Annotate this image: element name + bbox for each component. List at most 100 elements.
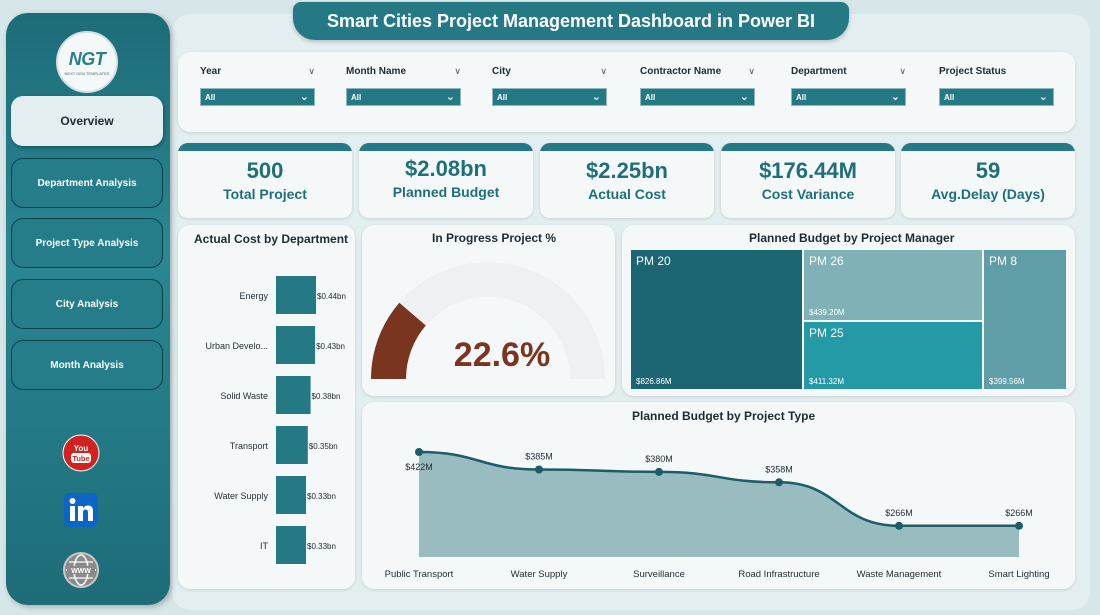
gauge-value: 22.6% (454, 336, 550, 374)
area-value-label: $380M (645, 454, 673, 464)
filter-dropdown[interactable]: All ⌄ (939, 88, 1054, 106)
bar-category-label: Energy (239, 291, 268, 301)
bar[interactable] (276, 526, 306, 564)
kpi-value: 59 (975, 158, 1001, 183)
filter-dropdown[interactable]: All ⌄ (200, 88, 315, 106)
area-category-label: Road Infrastructure (738, 569, 819, 580)
bar[interactable] (276, 476, 306, 514)
chevron-down-icon[interactable]: ∨ (899, 66, 906, 76)
chevron-down-icon[interactable]: ∨ (600, 66, 607, 76)
filter-label: City (492, 66, 511, 77)
kpi-accent-bar (359, 143, 533, 151)
filter-value: All (497, 93, 508, 102)
treemap-cell[interactable]: PM 25 $411.32M (803, 321, 983, 390)
kpi-value: $2.08bn (405, 156, 487, 181)
dashboard-title: Smart Cities Project Management Dashboar… (293, 2, 849, 40)
area-value-label: $385M (525, 452, 553, 462)
filter-value: All (351, 93, 362, 102)
area-point[interactable] (775, 478, 783, 487)
kpi-accent-bar (178, 143, 352, 151)
globe-icon-text: WWW (71, 568, 91, 575)
nav-overview[interactable]: Overview (11, 96, 163, 146)
department-cost-panel: Actual Cost by Department Energy $0.44bn U… (178, 225, 355, 589)
treemap-cell[interactable]: PM 20 $826.86M (630, 249, 803, 390)
bar-category-label: Solid Waste (220, 391, 268, 401)
treemap-cell-name: PM 8 (989, 254, 1018, 268)
kpi-label: Cost Variance (761, 186, 855, 202)
filter-label: Project Status (939, 66, 1007, 77)
bar-category-label: Transport (230, 441, 269, 451)
area-value-label: $358M (765, 464, 793, 474)
filter-value: All (944, 93, 955, 102)
kpi-label: Planned Budget (392, 184, 500, 200)
area-point[interactable] (535, 465, 543, 474)
kpi-value: $176.44M (759, 158, 857, 183)
bar-value-label: $0.33bn (307, 492, 336, 501)
filter-panel (178, 52, 1075, 132)
bar-value-label: $0.35bn (309, 442, 338, 451)
area-point[interactable] (1015, 521, 1023, 530)
kpi-actual-cost: $2.25bn Actual Cost (540, 143, 714, 218)
filter-dropdown[interactable]: All ⌄ (640, 88, 755, 106)
bar[interactable] (276, 426, 308, 464)
treemap-cell-value: $439.20M (809, 308, 845, 317)
sidebar: NGT NEXT GEN TEMPLATES Overview Departme… (6, 13, 170, 605)
filter-dropdown[interactable]: All ⌄ (346, 88, 461, 106)
area-category-label: Smart Lighting (988, 569, 1049, 580)
bar-value-label: $0.38bn (312, 392, 341, 401)
kpi-total-project: 500 Total Project (178, 143, 352, 218)
chevron-down-icon[interactable]: ∨ (748, 66, 755, 76)
project-type-area-chart: $422M Public Transport $385M Water Supply $3… (385, 448, 1050, 580)
filter-contractor-name: Contractor Name ∨ All ⌄ (640, 66, 755, 106)
treemap-cell-value: $826.86M (636, 377, 672, 386)
dropdown-arrow-icon: ⌄ (890, 91, 900, 103)
youtube-icon[interactable]: You Tube (62, 434, 100, 472)
chevron-down-icon[interactable]: ∨ (454, 66, 461, 76)
nav-city-analysis[interactable]: City Analysis (11, 279, 163, 329)
chevron-down-icon[interactable]: ∨ (308, 66, 315, 76)
area-point[interactable] (655, 467, 663, 476)
bar[interactable] (276, 276, 316, 314)
filter-label: Year (200, 66, 222, 77)
in-progress-gauge: 22.6% (371, 262, 605, 379)
nav-month-analysis[interactable]: Month Analysis (11, 340, 163, 390)
treemap-cell[interactable]: PM 8 $399.56M (983, 249, 1067, 390)
kpi-planned-budget: $2.08bn Planned Budget (359, 143, 533, 218)
filter-value: All (645, 93, 656, 102)
filter-label: Department (791, 66, 847, 77)
area-point[interactable] (895, 521, 903, 530)
kpi-value: 500 (246, 158, 284, 183)
treemap-cell[interactable]: PM 26 $439.20M (803, 249, 983, 321)
kpi-label: Total Project (223, 186, 307, 202)
kpi-avg-delay: 59 Avg.Delay (Days) (901, 143, 1075, 218)
area-fill (419, 452, 1019, 557)
kpi-cost-variance: $176.44M Cost Variance (721, 143, 895, 218)
filter-dropdown[interactable]: All ⌄ (492, 88, 607, 106)
project-type-panel: Planned Budget by Project Type $422M Publ… (362, 402, 1075, 589)
chart-title: Planned Budget by Project Type (632, 409, 816, 423)
kpi-accent-bar (540, 143, 714, 151)
youtube-icon-text-tube: Tube (72, 454, 89, 463)
logo-text: NGT (68, 48, 106, 69)
bar-category-label: Water Supply (214, 491, 268, 501)
area-point[interactable] (415, 448, 423, 456)
nav-project-type-analysis[interactable]: Project Type Analysis (11, 218, 163, 268)
filter-value: All (796, 93, 807, 102)
filter-department: Department ∨ All ⌄ (791, 66, 906, 106)
nav-department-analysis[interactable]: Department Analysis (11, 158, 163, 208)
dropdown-arrow-icon: ⌄ (1038, 91, 1048, 103)
bar[interactable] (276, 376, 311, 414)
dropdown-arrow-icon: ⌄ (739, 91, 749, 103)
area-value-label: $422M (405, 462, 433, 472)
kpi-value: $2.25bn (586, 158, 668, 183)
bar-category-label: IT (260, 541, 269, 551)
kpi-label: Actual Cost (588, 186, 666, 202)
department-bar-chart: Energy $0.44bn Urban Develo... $0.43bn Solid… (205, 276, 346, 564)
area-category-label: Water Supply (511, 569, 568, 580)
globe-icon[interactable]: WWW (62, 551, 100, 589)
area-value-label: $266M (1005, 508, 1033, 518)
linkedin-icon[interactable] (62, 491, 100, 529)
bar[interactable] (276, 326, 316, 364)
project-manager-panel: Planned Budget by Project Manager PM 20 $… (622, 225, 1075, 396)
filter-dropdown[interactable]: All ⌄ (791, 88, 906, 106)
